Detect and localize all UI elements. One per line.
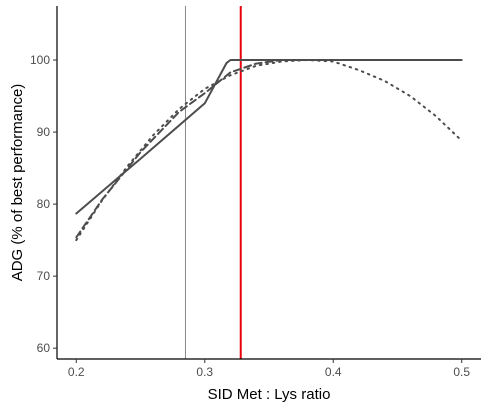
y-tick-label: 90: [37, 125, 51, 139]
plot-area: [75, 6, 463, 359]
y-axis-title: ADG (% of best performance): [9, 84, 26, 282]
x-tick-label: 0.5: [453, 365, 470, 379]
x-tick-label: 0.3: [196, 365, 213, 379]
x-tick-label: 0.4: [325, 365, 342, 379]
y-tick-label: 100: [30, 53, 50, 67]
series-line-dashed: [75, 59, 463, 239]
y-tick-label: 60: [37, 341, 51, 355]
x-tick-label: 0.2: [68, 365, 85, 379]
x-axis-title: SID Met : Lys ratio: [208, 386, 331, 403]
reference-lines: [184, 6, 242, 359]
y-axis-ticks: 60 70 80 90 100: [30, 53, 57, 355]
y-tick-label: 70: [37, 269, 51, 283]
x-axis-ticks: 0.2 0.3 0.4 0.5: [68, 359, 470, 379]
y-tick-label: 80: [37, 197, 51, 211]
series-lines: [75, 59, 463, 242]
series-line-dotted: [75, 59, 463, 242]
series-line-solid: [75, 59, 463, 215]
